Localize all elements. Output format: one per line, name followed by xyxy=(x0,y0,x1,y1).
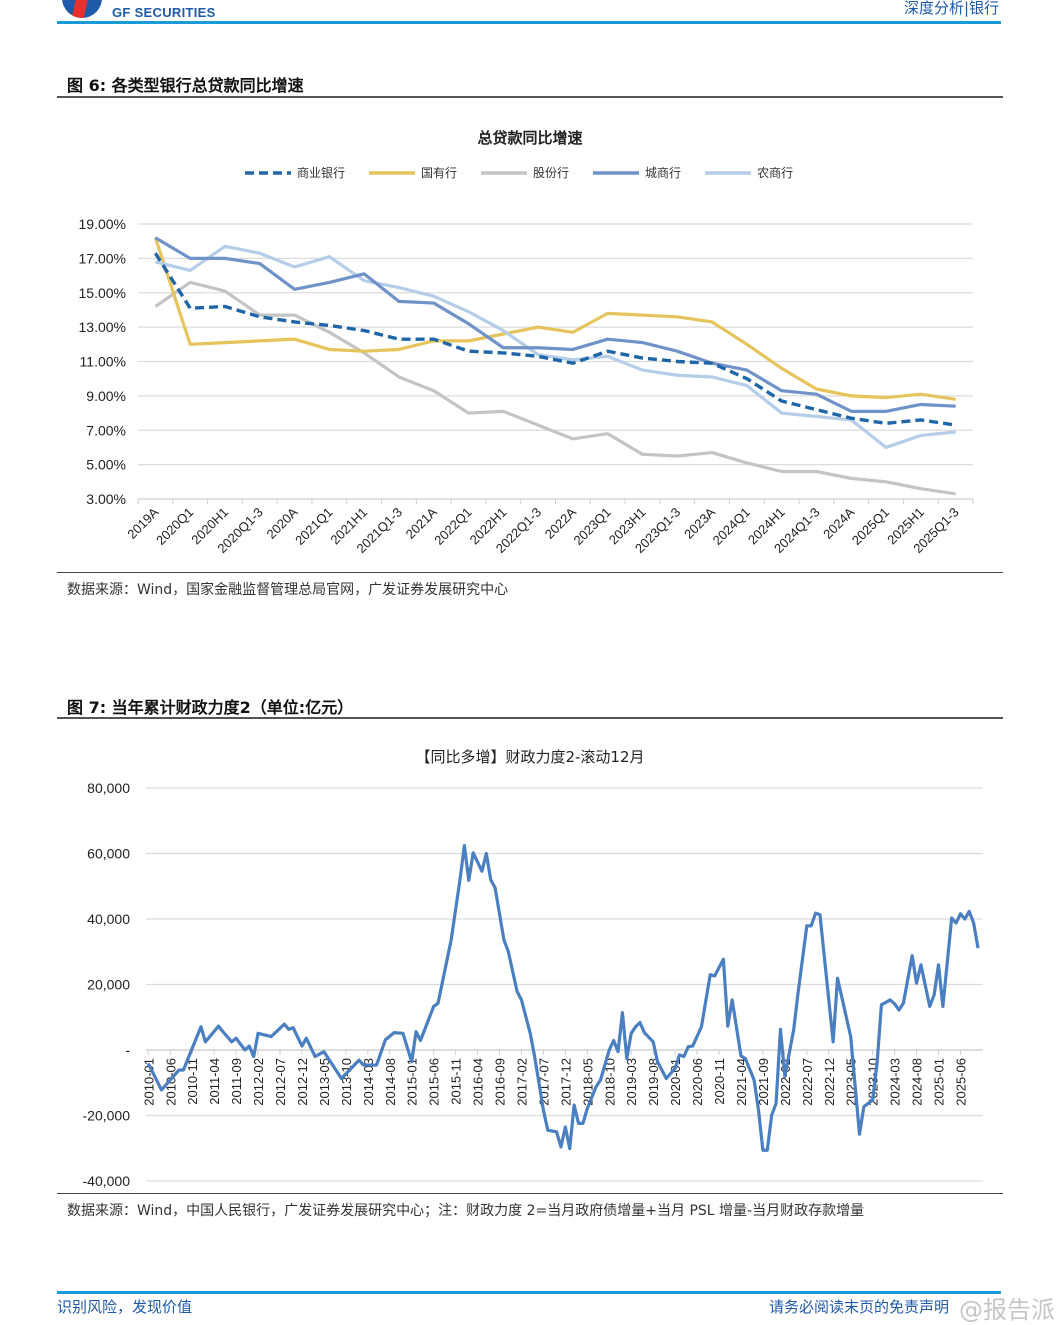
legend-item: 国有行 xyxy=(369,164,457,181)
x-tick-label: 2022Q1 xyxy=(431,505,474,548)
legend-label: 农商行 xyxy=(757,166,794,180)
x-tick-label: 2025-01 xyxy=(932,1058,947,1106)
chart2-plot: 80,000 60,000 40,000 20,000 - -20,000 -40,000 2… xyxy=(83,780,983,1189)
x-tick-label: 2014-03 xyxy=(361,1058,376,1106)
x-tick-label: 2011-04 xyxy=(207,1058,222,1105)
series-line-国有行 xyxy=(153,237,956,401)
y-tick-label: - xyxy=(125,1042,130,1058)
y-tick-label: 17.00% xyxy=(79,250,126,266)
x-tick-label: 2024-03 xyxy=(888,1058,903,1106)
x-tick-label: 2025Q1 xyxy=(849,505,892,548)
x-tick-label: 2010-06 xyxy=(163,1058,178,1106)
y-tick-label: -20,000 xyxy=(83,1108,131,1124)
figure7-divider xyxy=(57,717,1003,719)
footer-divider xyxy=(57,1291,1001,1294)
figure7-bottom-divider xyxy=(57,1193,1003,1194)
watermark: @报告派 xyxy=(959,1296,1055,1324)
legend-swatch xyxy=(245,170,291,175)
y-tick-label: 7.00% xyxy=(86,422,126,438)
y-tick-label: 19.00% xyxy=(79,216,126,232)
x-tick-label: 2017-02 xyxy=(514,1058,529,1106)
y-tick-label: -40,000 xyxy=(83,1173,131,1189)
x-tick-label: 2020-11 xyxy=(712,1058,727,1105)
figure6-title: 图 6: 各类型银行总贷款同比增速 xyxy=(67,76,304,95)
x-tick-label: 2015-11 xyxy=(449,1058,464,1105)
x-tick-label: 2025-06 xyxy=(953,1058,968,1106)
chart1-title: 总贷款同比增速 xyxy=(477,129,583,147)
legend-item: 股份行 xyxy=(481,164,569,181)
x-tick-label: 2021-09 xyxy=(756,1058,771,1106)
legend-label: 城商行 xyxy=(645,166,682,180)
x-tick-label: 2018-05 xyxy=(580,1058,595,1106)
x-tick-label: 2018-10 xyxy=(602,1058,617,1106)
x-tick-label: 2017-12 xyxy=(558,1058,573,1106)
x-tick-label: 2011-09 xyxy=(229,1058,244,1105)
x-tick-label: 2021-04 xyxy=(734,1058,749,1106)
figure6-bottom-divider xyxy=(57,572,1003,573)
x-tick-label: 2022-12 xyxy=(822,1058,837,1106)
chart1-plot: 19.00% 17.00% 15.00% 13.00% 11.00% 9.00% 7.00%… xyxy=(79,216,974,556)
series-line-股份行 xyxy=(154,280,956,496)
x-tick-label: 2024Q1 xyxy=(710,505,753,548)
legend-label: 国有行 xyxy=(421,166,458,180)
figure6-divider xyxy=(57,96,1003,98)
x-tick-label: 2022-02 xyxy=(778,1058,793,1106)
x-tick-label: 2023Q1 xyxy=(570,505,613,548)
series-line-商业银行 xyxy=(153,252,956,427)
y-tick-label: 15.00% xyxy=(79,285,126,301)
x-tick-label: 2012-02 xyxy=(251,1058,266,1106)
chart2-title: 【同比多增】财政力度2-滚动12月 xyxy=(415,748,645,766)
y-tick-label: 9.00% xyxy=(86,388,126,404)
x-tick-label: 2021Q1 xyxy=(292,505,335,548)
y-tick-label: 13.00% xyxy=(79,319,126,335)
legend-item: 农商行 xyxy=(705,164,793,181)
gf-logo-icon xyxy=(62,0,102,18)
x-tick-label: 2024-08 xyxy=(910,1058,925,1106)
x-tick-label: 2013-10 xyxy=(339,1058,354,1106)
y-tick-label: 11.00% xyxy=(80,354,126,370)
x-tick-label: 2015-01 xyxy=(405,1058,420,1106)
series-line-城商行 xyxy=(154,236,956,413)
x-tick-label: 2010-11 xyxy=(185,1058,200,1105)
legend-label: 商业银行 xyxy=(297,166,346,180)
x-tick-label: 2016-04 xyxy=(471,1058,486,1106)
legend-swatch xyxy=(369,170,416,175)
series-line-fiscal-intensity xyxy=(146,844,980,1152)
figure6-source: 数据来源：Wind，国家金融监督管理总局官网，广发证券发展研究中心 xyxy=(67,582,509,598)
legend-label: 股份行 xyxy=(533,166,570,180)
y-tick-label: 40,000 xyxy=(87,911,130,927)
legend-swatch xyxy=(593,170,640,175)
figure7-source: 数据来源：Wind，中国人民银行，广发证券发展研究中心；注：财政力度 2=当月政… xyxy=(67,1203,865,1219)
y-tick-label: 60,000 xyxy=(87,846,130,862)
y-tick-label: 20,000 xyxy=(87,977,130,993)
legend-item: 商业银行 xyxy=(245,164,345,181)
y-tick-label: 3.00% xyxy=(86,491,126,507)
x-tick-label: 2020Q1 xyxy=(153,505,196,548)
x-tick-label: 2015-06 xyxy=(427,1058,442,1106)
x-tick-label: 2020-06 xyxy=(690,1058,705,1106)
x-tick-label: 2014-08 xyxy=(383,1058,398,1106)
logo-text: GF SECURITIES xyxy=(112,5,216,20)
header-divider xyxy=(57,21,1001,24)
figure7-title: 图 7: 当年累计财政力度2（单位:亿元） xyxy=(67,698,354,717)
series-line-农商行 xyxy=(155,244,956,450)
legend-swatch xyxy=(705,170,752,175)
x-tick-label: 2012-07 xyxy=(273,1058,288,1106)
chart1-legend: 商业银行 国有行 股份行 城商行 农商行 xyxy=(245,164,793,181)
legend-swatch xyxy=(481,170,528,175)
footer-disclaimer: 请务必阅读末页的免责声明 xyxy=(768,1298,949,1316)
y-tick-label: 5.00% xyxy=(86,457,126,473)
y-tick-label: 80,000 xyxy=(87,780,130,796)
x-tick-label: 2016-09 xyxy=(493,1058,508,1106)
report-category: 深度分析|银行 xyxy=(903,0,999,17)
x-tick-label: 2013-05 xyxy=(317,1058,332,1106)
x-tick-label: 2019-03 xyxy=(624,1058,639,1106)
footer-slogan: 识别风险，发现价值 xyxy=(57,1298,193,1316)
x-tick-label: 2019-08 xyxy=(646,1058,661,1106)
x-tick-label: 2012-12 xyxy=(295,1058,310,1106)
x-tick-label: 2022-07 xyxy=(800,1058,815,1106)
legend-item: 城商行 xyxy=(593,164,681,181)
